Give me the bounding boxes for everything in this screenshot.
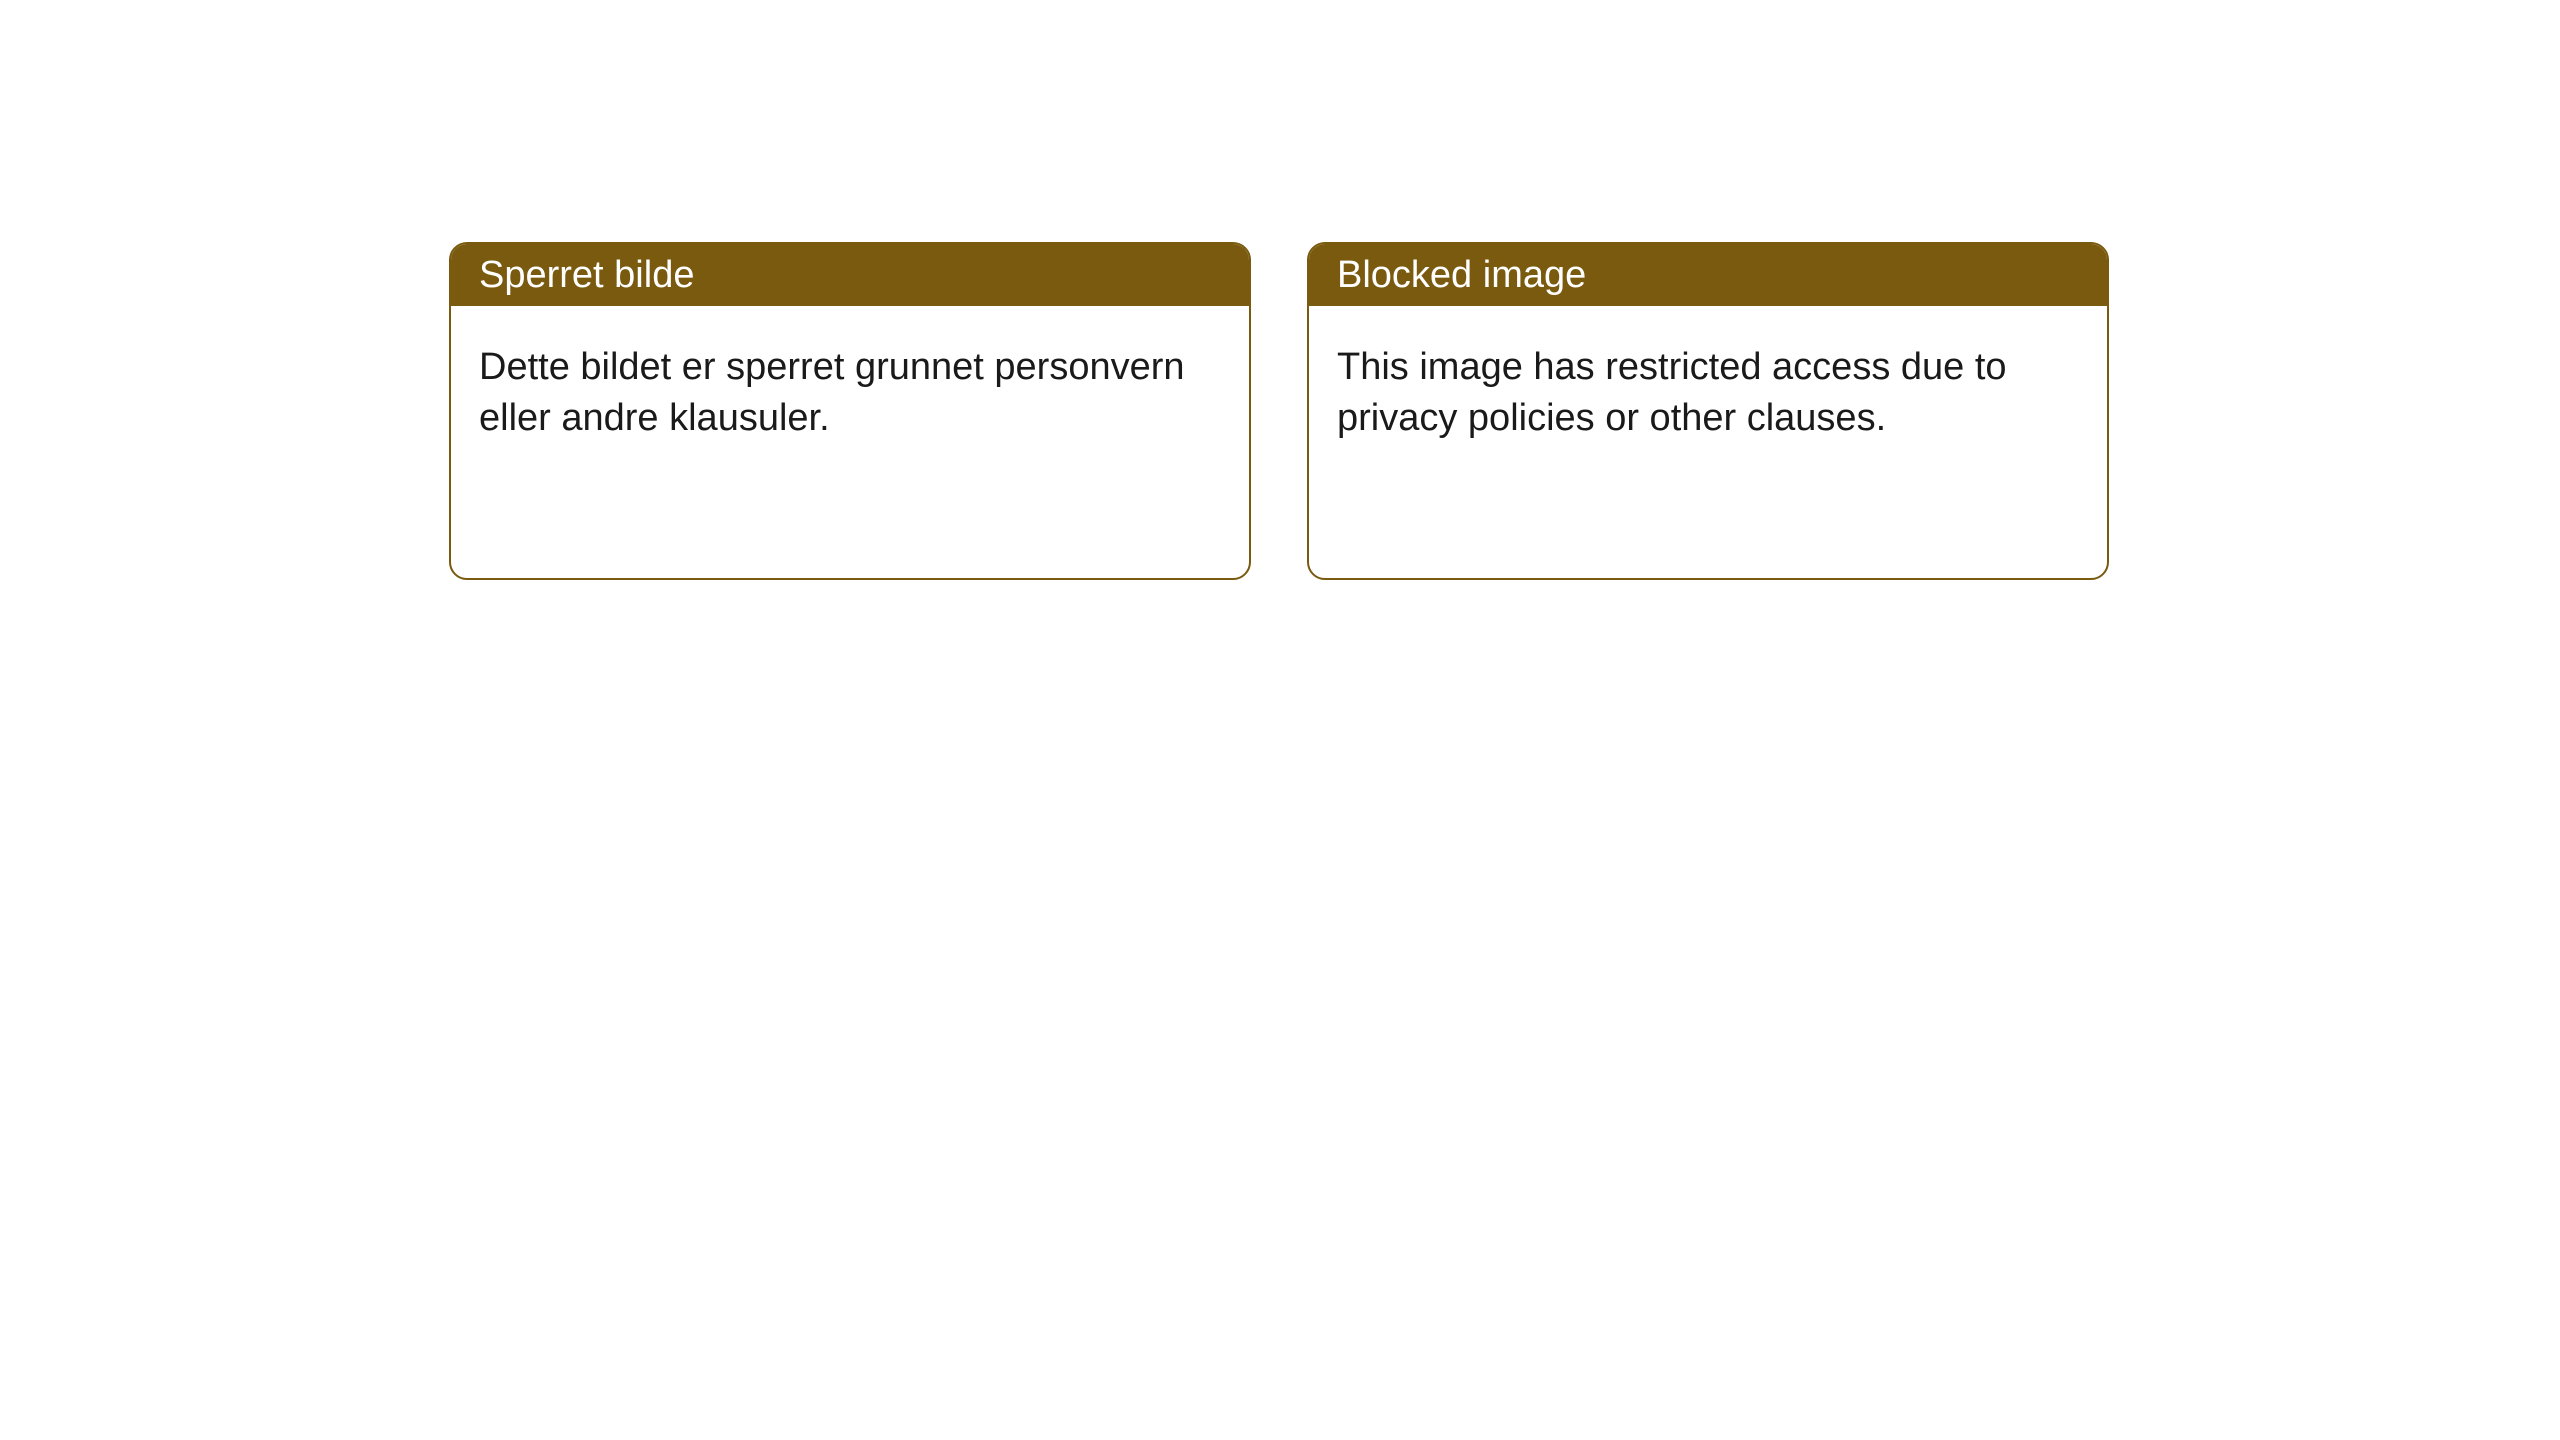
card-header: Sperret bilde: [451, 244, 1249, 306]
card-body-text: Dette bildet er sperret grunnet personve…: [479, 346, 1185, 439]
card-body: This image has restricted access due to …: [1309, 306, 2107, 481]
card-title: Sperret bilde: [479, 254, 694, 297]
card-body: Dette bildet er sperret grunnet personve…: [451, 306, 1249, 481]
blocked-image-card-en: Blocked image This image has restricted …: [1307, 242, 2109, 580]
card-header: Blocked image: [1309, 244, 2107, 306]
card-title: Blocked image: [1337, 254, 1586, 297]
card-body-text: This image has restricted access due to …: [1337, 346, 2007, 439]
blocked-image-card-no: Sperret bilde Dette bildet er sperret gr…: [449, 242, 1251, 580]
cards-container: Sperret bilde Dette bildet er sperret gr…: [0, 0, 2560, 580]
